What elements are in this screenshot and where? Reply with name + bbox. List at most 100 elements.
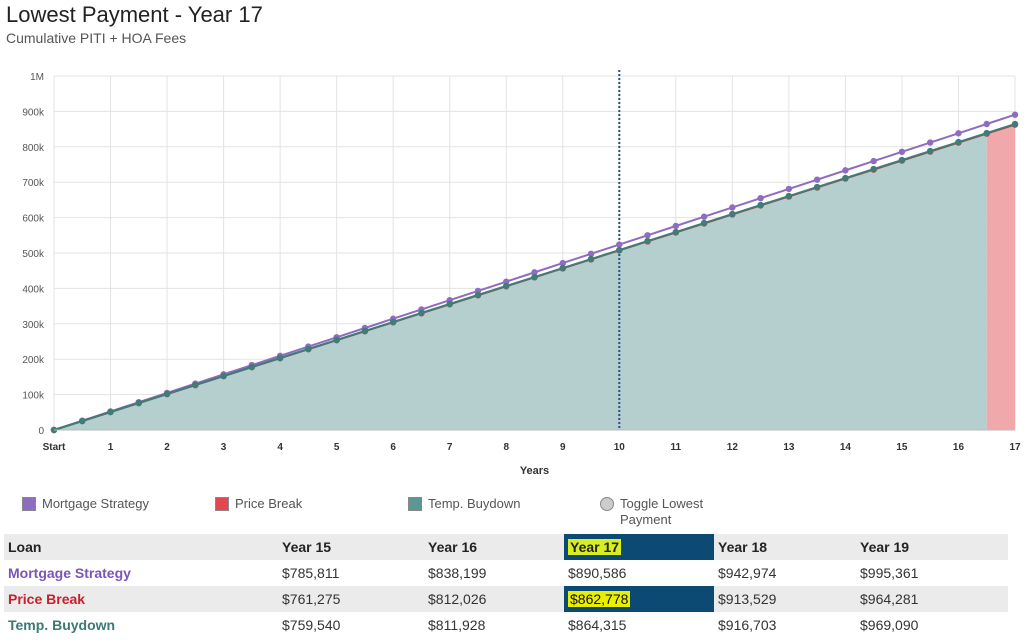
data-point <box>531 273 538 281</box>
area-fill-lowest-band <box>986 124 1015 430</box>
table-cell: $811,928 <box>428 617 486 633</box>
x-tick-label: 15 <box>896 442 908 453</box>
data-point <box>418 309 425 317</box>
x-tick-label: 17 <box>1009 442 1021 453</box>
data-point <box>361 327 369 335</box>
y-tick-label: 900k <box>22 107 45 118</box>
data-point <box>616 246 623 254</box>
data-point <box>1011 120 1019 128</box>
data-point <box>503 282 510 290</box>
data-point <box>192 381 199 389</box>
x-tick-label: 2 <box>164 442 170 453</box>
legend-swatch-temp-buydown <box>408 497 422 511</box>
data-point <box>927 139 934 146</box>
table-cell: $890,586 <box>568 565 627 581</box>
data-point <box>672 222 680 230</box>
table-cell: $864,315 <box>568 617 627 633</box>
y-tick-label: 600k <box>22 214 45 225</box>
data-point <box>305 345 312 353</box>
data-point <box>333 336 340 344</box>
table-cell: $942,974 <box>718 565 777 581</box>
data-point <box>898 148 906 156</box>
chart-title: Lowest Payment - Year 17 <box>6 2 263 27</box>
x-tick-label: 6 <box>390 442 396 453</box>
y-tick-label: 0 <box>38 426 44 437</box>
table-header: Loan <box>4 534 278 560</box>
chart-subtitle: Cumulative PITI + HOA Fees <box>6 30 187 46</box>
x-tick-label: 16 <box>953 442 965 453</box>
row-label: Mortgage Strategy <box>8 565 131 581</box>
x-tick-label: 12 <box>727 442 739 453</box>
table-row-price-break: Price Break $761,275 $812,026 $862,778 $… <box>4 586 1008 612</box>
table-header: Year 18 <box>714 534 856 560</box>
table-cell: $812,026 <box>424 586 564 612</box>
table-header: Year 15 <box>278 534 424 560</box>
data-point <box>587 255 595 263</box>
data-point <box>927 147 934 155</box>
table-header-highlighted: Year 17 <box>564 534 714 560</box>
row-label: Temp. Buydown <box>8 617 116 633</box>
toggle-lowest-payment-button[interactable]: Toggle Lowest Payment <box>600 496 720 528</box>
legend-item-temp-buydown[interactable]: Temp. Buydown <box>408 496 548 512</box>
data-point <box>79 417 86 425</box>
table-cell: $761,275 <box>278 586 424 612</box>
table-cell-highlighted: $862,778 <box>564 586 714 612</box>
data-point <box>813 183 821 191</box>
data-point <box>1011 111 1019 118</box>
x-tick-label: Start <box>43 442 66 453</box>
data-point <box>700 219 708 227</box>
legend-item-price-break[interactable]: Price Break <box>215 496 355 512</box>
data-point <box>842 174 849 182</box>
line-chart: 0 100k 200k 300k 400k 500k 600k 700k 800k 900k 1M S… <box>22 70 1021 477</box>
data-point <box>531 269 538 276</box>
x-tick-label: 11 <box>671 442 682 453</box>
y-tick-label: 500k <box>22 249 45 260</box>
x-tick-label: 4 <box>277 442 283 453</box>
data-point <box>135 399 142 407</box>
y-tick-label: 400k <box>22 284 45 295</box>
legend-label: Temp. Buydown <box>428 496 521 511</box>
y-tick-label: 1M <box>30 72 44 83</box>
x-axis-title: Years <box>520 465 549 477</box>
data-point <box>220 372 227 380</box>
legend-item-mortgage-strategy[interactable]: Mortgage Strategy <box>22 496 162 512</box>
data-point <box>163 390 171 398</box>
data-point <box>248 363 256 371</box>
data-point <box>503 278 510 285</box>
table-cell: $913,529 <box>714 586 856 612</box>
toggle-label: Toggle Lowest Payment <box>620 496 704 527</box>
data-point <box>983 129 990 137</box>
data-point <box>644 237 651 245</box>
table-cell: $759,540 <box>282 617 341 633</box>
table-cell: $916,703 <box>718 617 777 633</box>
data-point <box>672 228 680 236</box>
table-header-row: Loan Year 15 Year 16 Year 17 Year 18 Yea… <box>4 534 1008 560</box>
x-tick-label: 1 <box>108 442 114 453</box>
y-tick-label: 800k <box>22 143 45 154</box>
y-tick-label: 200k <box>22 355 45 366</box>
data-point <box>955 138 962 146</box>
data-point <box>559 259 566 267</box>
data-point <box>644 232 651 239</box>
table-header: Year 16 <box>424 534 564 560</box>
data-point <box>559 264 566 272</box>
table-cell: $964,281 <box>856 586 1008 612</box>
legend-label: Price Break <box>235 496 303 511</box>
x-tick-label: 10 <box>614 442 626 453</box>
x-tick-label: 13 <box>783 442 795 453</box>
x-tick-label: 14 <box>840 442 852 453</box>
data-point <box>616 241 623 248</box>
data-point <box>389 318 397 326</box>
data-point <box>729 204 736 211</box>
table-row-mortgage-strategy: Mortgage Strategy $785,811 $838,199 $890… <box>4 560 1008 586</box>
data-point <box>446 300 453 308</box>
y-tick-label: 100k <box>22 391 45 402</box>
data-point <box>107 408 114 416</box>
table-header: Year 19 <box>856 534 1008 560</box>
table-cell: $838,199 <box>428 565 487 581</box>
y-tick-label: 700k <box>22 178 45 189</box>
data-point <box>757 194 764 202</box>
data-point <box>276 354 284 362</box>
legend-swatch-price-break <box>215 497 229 511</box>
legend-swatch-mortgage-strategy <box>22 497 36 511</box>
